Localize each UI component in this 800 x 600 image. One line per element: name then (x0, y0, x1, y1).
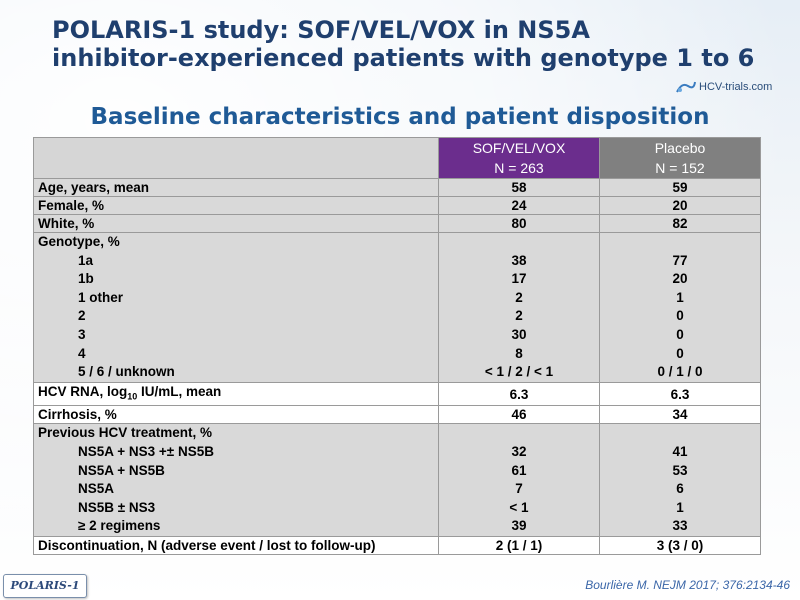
placebo-value: 20 (599, 196, 761, 215)
slide-subtitle: Baseline characteristics and patient dis… (90, 104, 710, 130)
placebo-value: 6 (676, 481, 684, 497)
genotype-label: 2 (78, 308, 86, 324)
table-row-hcv-rna: HCV RNA, log10 IU/mL, mean 6.3 6.3 (33, 381, 761, 407)
spacer (443, 233, 595, 252)
row-label: Age, years, mean (33, 178, 439, 197)
genotype-label: 1 other (78, 289, 124, 305)
table-row-previous-treatment: Previous HCV treatment, % NS5A + NS3 +± … (33, 423, 761, 537)
sof-value: 8 (515, 345, 523, 361)
row-label: White, % (33, 214, 439, 233)
table-row-discontinuation: Discontinuation, N (adverse event / lost… (33, 536, 761, 555)
row-label: Genotype, % (38, 234, 120, 249)
row-label: Female, % (33, 196, 439, 215)
placebo-value: 53 (672, 462, 688, 478)
header-placebo-n: N = 152 (655, 160, 705, 176)
spacer (443, 424, 595, 443)
table-row-genotype: Genotype, % 1a 1b 1 other 2 3 4 5 / 6 / … (33, 232, 761, 383)
placebo-value: 20 (672, 271, 688, 287)
placebo-value: 1 (676, 499, 684, 515)
logo-text: HCV-trials.com (699, 81, 773, 93)
sof-value: 6.3 (438, 381, 600, 407)
sof-value: < 1 / 2 / < 1 (484, 364, 554, 380)
treatment-label: NS5A (78, 481, 115, 497)
header-sof-name: SOF/VEL/VOX (472, 140, 566, 156)
hcv-rna-label-sub: 10 (127, 391, 138, 402)
sof-value: < 1 (509, 499, 529, 515)
hcv-trials-logo: HCV-trials.com (676, 78, 772, 96)
sof-value: 38 (511, 252, 527, 268)
slide-title: POLARIS-1 study: SOF/VEL/VOX in NS5A inh… (52, 16, 792, 72)
placebo-value: 1 (676, 289, 684, 305)
row-label: Discontinuation, N (adverse event / lost… (33, 536, 439, 555)
placebo-value: 82 (599, 214, 761, 233)
genotype-label: 1b (78, 271, 94, 287)
study-badge: POLARIS-1 (3, 574, 87, 598)
sof-value: 24 (438, 196, 600, 215)
placebo-value: 77 (672, 252, 688, 268)
header-sof-vel-vox: SOF/VEL/VOX N = 263 (438, 137, 600, 179)
placebo-value: 3 (3 / 0) (599, 536, 761, 555)
sof-value: 30 (511, 326, 527, 342)
previous-treatment-sof-values: 32 61 7 < 1 39 (438, 423, 600, 537)
placebo-value: 59 (599, 178, 761, 197)
baseline-characteristics-table: SOF/VEL/VOX N = 263 Placebo N = 152 Age,… (33, 137, 761, 555)
sof-value: 58 (438, 178, 600, 197)
slide-title-line2: inhibitor-experienced patients with geno… (52, 44, 755, 72)
sof-value: 2 (515, 308, 523, 324)
citation-reference: Bourlière M. NEJM 2017; 376:2134-46 (585, 578, 790, 592)
previous-treatment-placebo-values: 41 53 6 1 33 (599, 423, 761, 537)
header-placebo: Placebo N = 152 (599, 137, 761, 179)
row-label: HCV RNA, log10 IU/mL, mean (33, 381, 439, 407)
placebo-value: 0 (676, 326, 684, 342)
sof-value: 32 (511, 444, 527, 460)
placebo-value: 41 (672, 444, 688, 460)
genotype-sof-values: 38 17 2 2 30 8 < 1 / 2 / < 1 (438, 232, 600, 383)
table-row-white: White, % 80 82 (33, 214, 761, 233)
genotype-label: 3 (78, 326, 86, 342)
genotype-label: 4 (78, 345, 86, 361)
placebo-value: 34 (599, 405, 761, 425)
sof-value: 46 (438, 405, 600, 425)
sof-value: 7 (515, 481, 523, 497)
treatment-label: NS5A + NS5B (78, 462, 165, 478)
hcv-rna-label-suffix: IU/mL, mean (137, 383, 222, 399)
table-row-age: Age, years, mean 58 59 (33, 178, 761, 197)
sof-value: 80 (438, 214, 600, 233)
placebo-value: 0 (676, 345, 684, 361)
table-row-cirrhosis: Cirrhosis, % 46 34 (33, 405, 761, 425)
treatment-label: ≥ 2 regimens (78, 518, 161, 534)
spacer (604, 233, 756, 252)
genotype-placebo-values: 77 20 1 0 0 0 0 / 1 / 0 (599, 232, 761, 383)
genotype-label: 5 / 6 / unknown (78, 364, 175, 380)
genotype-labels: Genotype, % 1a 1b 1 other 2 3 4 5 / 6 / … (33, 232, 439, 383)
sof-value: 39 (511, 518, 527, 534)
placebo-value: 6.3 (599, 381, 761, 407)
logo-mark-icon (676, 81, 696, 93)
table-row-female: Female, % 24 20 (33, 196, 761, 215)
placebo-value: 33 (672, 518, 688, 534)
header-placebo-name: Placebo (654, 140, 706, 156)
sof-value: 61 (511, 462, 527, 478)
sof-value: 17 (511, 271, 527, 287)
sof-value: 2 (515, 289, 523, 305)
header-empty-cell (33, 137, 439, 179)
sof-value: 2 (1 / 1) (438, 536, 600, 555)
placebo-value: 0 / 1 / 0 (657, 364, 703, 380)
row-label: Cirrhosis, % (33, 405, 439, 425)
placebo-value: 0 (676, 308, 684, 324)
row-label: Previous HCV treatment, % (38, 425, 213, 441)
spacer (604, 424, 756, 443)
table-header-row: SOF/VEL/VOX N = 263 Placebo N = 152 (33, 137, 761, 179)
previous-treatment-labels: Previous HCV treatment, % NS5A + NS3 +± … (33, 423, 439, 537)
treatment-label: NS5A + NS3 +± NS5B (78, 444, 214, 460)
header-sof-n: N = 263 (494, 160, 544, 176)
treatment-label: NS5B ± NS3 (78, 499, 156, 515)
genotype-label: 1a (78, 252, 94, 268)
hcv-rna-label-prefix: HCV RNA, log (38, 383, 128, 399)
slide-title-line1: POLARIS-1 study: SOF/VEL/VOX in NS5A (52, 16, 590, 44)
